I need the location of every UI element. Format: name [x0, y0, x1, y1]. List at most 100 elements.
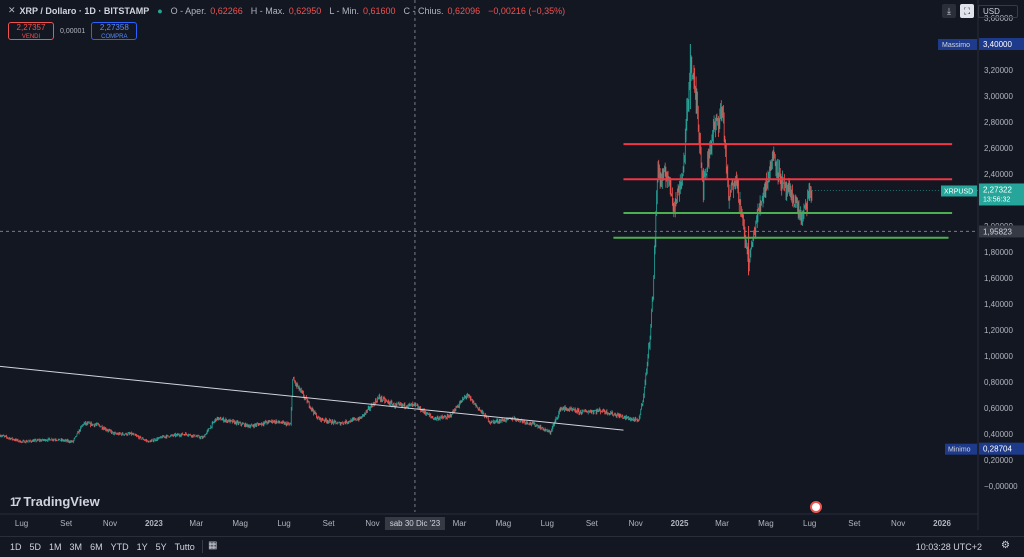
- timeframe-5y[interactable]: 5Y: [155, 542, 167, 552]
- timeframe-1d[interactable]: 1D: [10, 542, 22, 552]
- y-tick-label: 1,00000: [984, 352, 1013, 361]
- x-tick-label: Nov: [103, 519, 117, 528]
- x-tick-label: Mar: [453, 519, 467, 528]
- crosshair-price-label: 1,95823: [983, 227, 1012, 236]
- symbol-title[interactable]: XRP / Dollaro · 1D · BITSTAMP: [19, 5, 150, 16]
- x-tick-label: Set: [586, 519, 599, 528]
- y-tick-label: 1,60000: [984, 274, 1013, 283]
- y-tick-label: −0,00000: [984, 482, 1018, 491]
- last-price-box: [979, 183, 1024, 206]
- price-chart[interactable]: 3,60000 3,20000 3,00000 2,80000 2,60000 2,400…: [0, 0, 1024, 536]
- x-tick-label: Set: [848, 519, 861, 528]
- ohlc-high-label: H - Max.: [250, 5, 285, 16]
- sell-button[interactable]: 2,27357 VENDI: [8, 22, 54, 40]
- calendar-range-icon[interactable]: ▦: [208, 540, 218, 551]
- ohlc-close-label: C - Chius.: [403, 5, 444, 16]
- ohlc-close-value: 0,62096: [447, 5, 481, 16]
- x-tick-label: Set: [323, 519, 336, 528]
- x-tick-label: 2026: [933, 519, 951, 528]
- x-tick-label: Nov: [629, 519, 643, 528]
- high-marker-label: Massimo: [942, 42, 970, 49]
- low-marker-price-box: [979, 442, 1024, 455]
- last-price-symbol: XRPUSD: [944, 188, 973, 195]
- candles-group: [0, 55, 813, 444]
- x-tick-label: Mag: [758, 519, 774, 528]
- x-tick-label: Lug: [803, 519, 816, 528]
- x-tick-label: Lug: [541, 519, 554, 528]
- x-tick-label: Lug: [277, 519, 290, 528]
- event-marker-icon[interactable]: [810, 501, 822, 513]
- chart-legend: ✕ XRP / Dollaro · 1D · BITSTAMP ● O - Ap…: [8, 5, 569, 16]
- last-price-value: 2,27322: [983, 185, 1012, 194]
- ohlc-low-value: 0,61600: [362, 5, 396, 16]
- crosshair-date-label: sab 30 Dic '23: [390, 519, 441, 528]
- x-tick-label: 2023: [145, 519, 163, 528]
- x-tick-label: Mag: [496, 519, 512, 528]
- toolbar-divider: [202, 540, 203, 553]
- y-tick-label: 1,80000: [984, 248, 1013, 257]
- timeframe-buttons: 1D 5D 1M 3M 6M YTD 1Y 5Y Tutto: [10, 542, 195, 552]
- spread-value: 0,00001: [60, 27, 86, 35]
- x-tick-label: Nov: [365, 519, 379, 528]
- currency-select[interactable]: USD: [978, 4, 1018, 18]
- crosshair-date-box: [384, 517, 445, 530]
- ohlc-change-value: −0,00216 (−0,35%): [488, 5, 566, 16]
- ohlc-low-label: L - Min.: [329, 5, 359, 16]
- ohlc-open-value: 0,62266: [210, 5, 243, 16]
- fullscreen-icon[interactable]: ⛶: [960, 4, 974, 18]
- x-tick-label: Lug: [15, 519, 28, 528]
- y-tick-label: 0,80000: [984, 378, 1013, 387]
- buy-price: 2,27358: [99, 23, 129, 32]
- low-marker-price: 0,28704: [983, 445, 1012, 454]
- last-price-symbol-box: [941, 185, 977, 197]
- low-marker-label: Minimo: [948, 447, 971, 454]
- last-price-countdown: 13:56:32: [983, 196, 1010, 203]
- x-tick-label: Mag: [232, 519, 248, 528]
- y-tick-label: 2,80000: [984, 118, 1013, 127]
- trendline: [0, 365, 624, 431]
- y-tick-label: 1,40000: [984, 300, 1013, 309]
- timeframe-5d[interactable]: 5D: [29, 542, 42, 552]
- buy-button[interactable]: 2,27358 COMPRA: [91, 22, 138, 40]
- sell-label: VENDI: [21, 34, 41, 40]
- timeframe-all[interactable]: Tutto: [174, 542, 195, 552]
- bottom-toolbar: 1D 5D 1M 3M 6M YTD 1Y 5Y Tutto ▦ 10:03:2…: [0, 536, 1024, 557]
- download-icon[interactable]: ⤓: [942, 4, 956, 18]
- low-marker-label-box: [945, 443, 977, 455]
- x-tick-label: Nov: [891, 519, 905, 528]
- y-tick-label: 2,60000: [984, 144, 1013, 153]
- buy-label: COMPRA: [101, 34, 128, 40]
- x-tick-label: Mar: [715, 519, 729, 528]
- y-tick-label: 0,20000: [984, 456, 1013, 465]
- market-status-icon: ●: [157, 5, 163, 16]
- x-tick-label: 2025: [671, 519, 689, 528]
- ohlc-high-value: 0,62950: [288, 5, 322, 16]
- high-marker-price-box: [979, 38, 1024, 50]
- y-tick-label: 3,60000: [984, 14, 1013, 23]
- ohlc-open-label: O - Aper.: [170, 5, 207, 16]
- timeframe-6m[interactable]: 6M: [90, 542, 103, 552]
- sell-price: 2,27357: [16, 23, 46, 32]
- gear-icon[interactable]: ⚙: [1001, 540, 1010, 551]
- timeframe-3m[interactable]: 3M: [69, 542, 83, 552]
- y-tick-label: 1,20000: [984, 326, 1013, 335]
- trade-buttons: 2,27357 VENDI 0,00001 2,27358 COMPRA: [8, 22, 138, 40]
- y-tick-label: 2,40000: [984, 170, 1013, 179]
- y-tick-label: 3,00000: [984, 92, 1013, 101]
- tradingview-logo: 17 TradingView: [10, 494, 100, 509]
- close-icon[interactable]: ✕: [8, 5, 16, 15]
- timeframe-1y[interactable]: 1Y: [136, 542, 148, 552]
- crosshair-price-box: [979, 225, 1024, 238]
- high-marker-price: 3,40000: [983, 40, 1012, 49]
- clock-readout[interactable]: 10:03:28 UTC+2: [915, 542, 982, 552]
- y-tick-label: 0,60000: [984, 404, 1013, 413]
- x-tick-label: Mar: [189, 519, 203, 528]
- y-tick-label: 0,40000: [984, 430, 1013, 439]
- timeframe-ytd[interactable]: YTD: [110, 542, 129, 552]
- y-tick-label: 3,20000: [984, 66, 1013, 75]
- x-tick-label: Set: [60, 519, 73, 528]
- top-right-controls: ⤓ ⛶ USD: [942, 4, 1018, 18]
- brand-name: TradingView: [23, 494, 100, 509]
- tradingview-logo-icon: 17: [10, 494, 21, 509]
- timeframe-1m[interactable]: 1M: [49, 542, 62, 552]
